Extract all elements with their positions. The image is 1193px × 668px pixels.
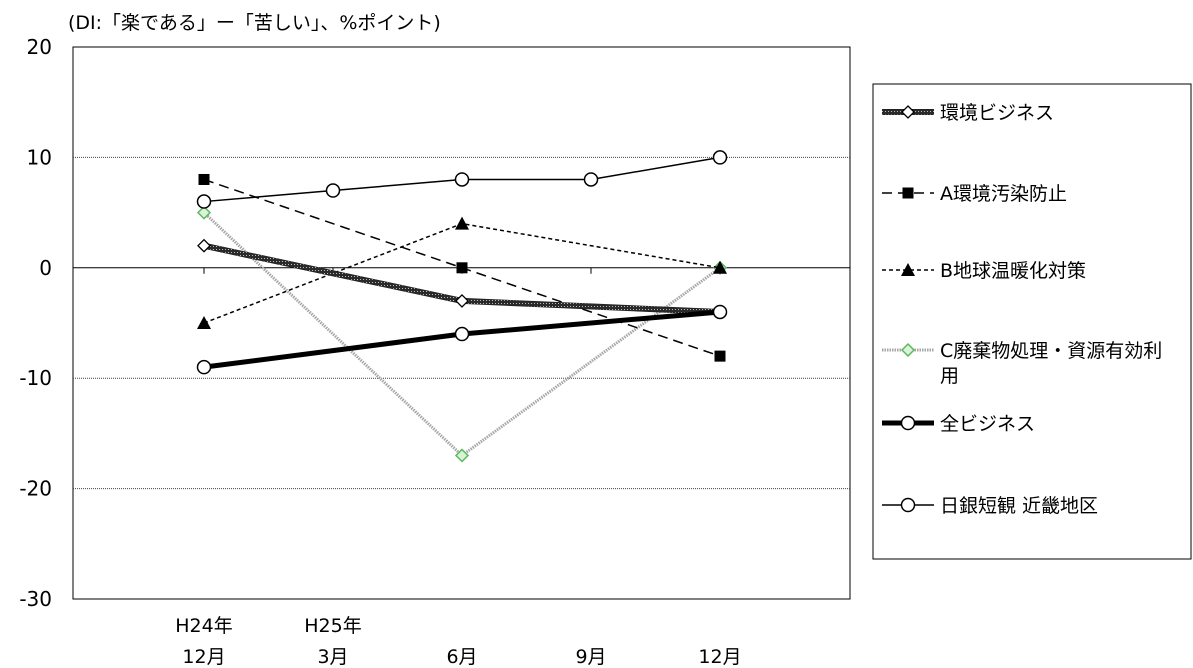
- legend-item: 日銀短観 近畿地区: [882, 495, 1098, 517]
- marker-diamond: [455, 294, 469, 308]
- marker-circle: [583, 172, 599, 187]
- marker-square: [198, 173, 210, 185]
- legend-label: 全ビジネス: [940, 413, 1035, 435]
- marker-diamond: [901, 105, 915, 119]
- marker-circle: [900, 497, 916, 513]
- legend-item: 全ビジネス: [882, 413, 1035, 435]
- marker-triangle: [901, 263, 915, 276]
- legend-label: A環境汚染防止: [940, 183, 1067, 205]
- y-tick-label: 20: [27, 35, 52, 59]
- legend-label: B地球温暖化対策: [940, 260, 1086, 282]
- series-2: [198, 173, 726, 362]
- marker-circle: [712, 304, 728, 320]
- marker-diamond: [196, 205, 212, 220]
- marker-circle: [454, 326, 470, 342]
- series-6: [196, 150, 728, 209]
- legend-box: [872, 83, 1192, 560]
- x-tick-label-year: H25年: [304, 615, 361, 637]
- legend-item: A環境汚染防止: [882, 183, 1067, 205]
- y-tick-label: -20: [19, 477, 52, 501]
- y-tick-label: -30: [19, 587, 52, 611]
- marker-circle: [712, 150, 728, 165]
- marker-diamond: [197, 238, 211, 253]
- marker-circle: [196, 359, 212, 375]
- x-tick-label-month: 12月: [698, 646, 741, 668]
- y-axis-title: (DI:「楽である」ー「苦しい」、%ポイント): [68, 12, 441, 34]
- series-5: [196, 304, 728, 375]
- marker-square: [456, 262, 468, 274]
- x-tick-label-month: 3月: [317, 646, 348, 668]
- marker-diamond: [900, 342, 916, 358]
- marker-triangle: [197, 316, 211, 329]
- y-tick-label: -10: [19, 366, 52, 390]
- y-tick-label: 0: [39, 256, 52, 280]
- marker-diamond: [454, 448, 470, 463]
- marker-circle: [325, 183, 341, 198]
- legend-label: 日銀短観 近畿地区: [940, 495, 1098, 517]
- marker-triangle: [713, 260, 727, 274]
- legend-label-wrap: 用: [940, 365, 959, 387]
- legend-item: B地球温暖化対策: [882, 260, 1086, 282]
- marker-square: [902, 187, 914, 199]
- marker-triangle: [455, 216, 469, 230]
- x-tick-label-month: 6月: [446, 646, 477, 668]
- y-tick-label: 10: [27, 145, 52, 169]
- legend-label: 環境ビジネス: [940, 102, 1054, 124]
- x-tick-label-month: 9月: [575, 646, 606, 668]
- x-tick-label-year: H24年: [175, 615, 232, 637]
- x-tick-label-month: 12月: [182, 646, 225, 668]
- marker-circle: [900, 415, 916, 431]
- series-3: [197, 216, 727, 329]
- plot-area: [72, 46, 851, 600]
- legend-item: 環境ビジネス: [882, 102, 1054, 124]
- legend-label: C廃棄物処理・資源有効利: [940, 340, 1162, 362]
- marker-circle: [454, 172, 470, 187]
- marker-square: [714, 350, 726, 362]
- marker-circle: [196, 194, 212, 209]
- series-line: [202, 211, 721, 457]
